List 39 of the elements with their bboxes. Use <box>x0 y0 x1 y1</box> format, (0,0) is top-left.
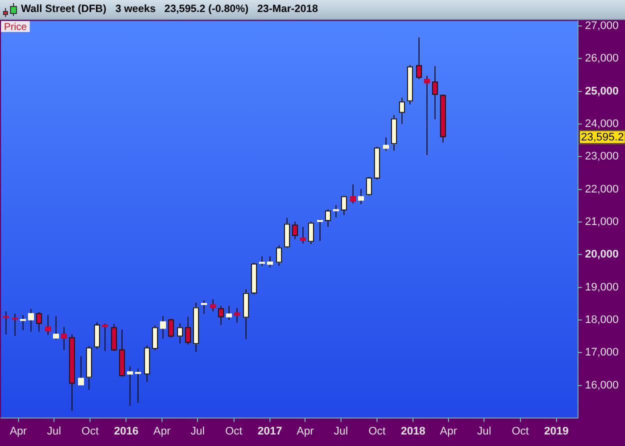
candlestick <box>317 219 323 241</box>
x-tick-label: Apr <box>10 426 28 438</box>
y-tick-label: 18,000 <box>585 314 619 326</box>
chart-subtitle: 3 weeks 23,595.2 (-0.80%) 23-Mar-2018 <box>115 3 318 15</box>
x-tick-label: Jul <box>46 426 62 438</box>
y-tick-label: 23,000 <box>585 150 619 163</box>
x-tick-label: Jul <box>334 426 348 438</box>
y-tick-label: 25,000 <box>585 85 619 98</box>
x-tick-label: Apr <box>440 426 458 438</box>
y-tick-label: 24,000 <box>585 118 619 130</box>
x-tick-label: 2019 <box>544 426 569 438</box>
candlestick <box>3 311 9 334</box>
y-tick-label: 20,000 <box>585 248 619 261</box>
candlestick <box>102 324 108 352</box>
y-tick-label: 22,000 <box>585 183 619 196</box>
x-tick-label: Oct <box>82 426 99 438</box>
candlestick <box>424 76 430 155</box>
x-tick-label: Apr <box>153 426 171 438</box>
candlestick <box>12 314 18 336</box>
x-tick-label: Oct <box>225 426 242 438</box>
y-tick-label: 16,000 <box>585 379 619 392</box>
x-tick-label: 2018 <box>400 426 426 438</box>
candlestick <box>127 366 133 406</box>
x-tick-label: Jul <box>477 426 492 438</box>
y-axis-title: Price <box>4 22 28 33</box>
y-tick-label: 21,000 <box>585 216 619 228</box>
x-tick-label: 2016 <box>114 426 138 438</box>
y-tick-label: 26,000 <box>585 52 619 65</box>
y-tick-label: 27,000 <box>585 20 619 32</box>
x-tick-label: Oct <box>368 426 386 438</box>
chart-title: Wall Street (DFB) <box>21 3 106 15</box>
x-tick-label: Oct <box>512 426 529 438</box>
x-tick-label: 2017 <box>258 426 282 438</box>
candlestick <box>135 368 141 403</box>
x-tick-label: Apr <box>296 426 314 438</box>
x-tick-label: Jul <box>190 426 205 438</box>
y-tick-label: 19,000 <box>585 281 619 294</box>
y-tick-label: 17,000 <box>585 346 619 359</box>
text: 23,595.2 <box>581 132 624 144</box>
